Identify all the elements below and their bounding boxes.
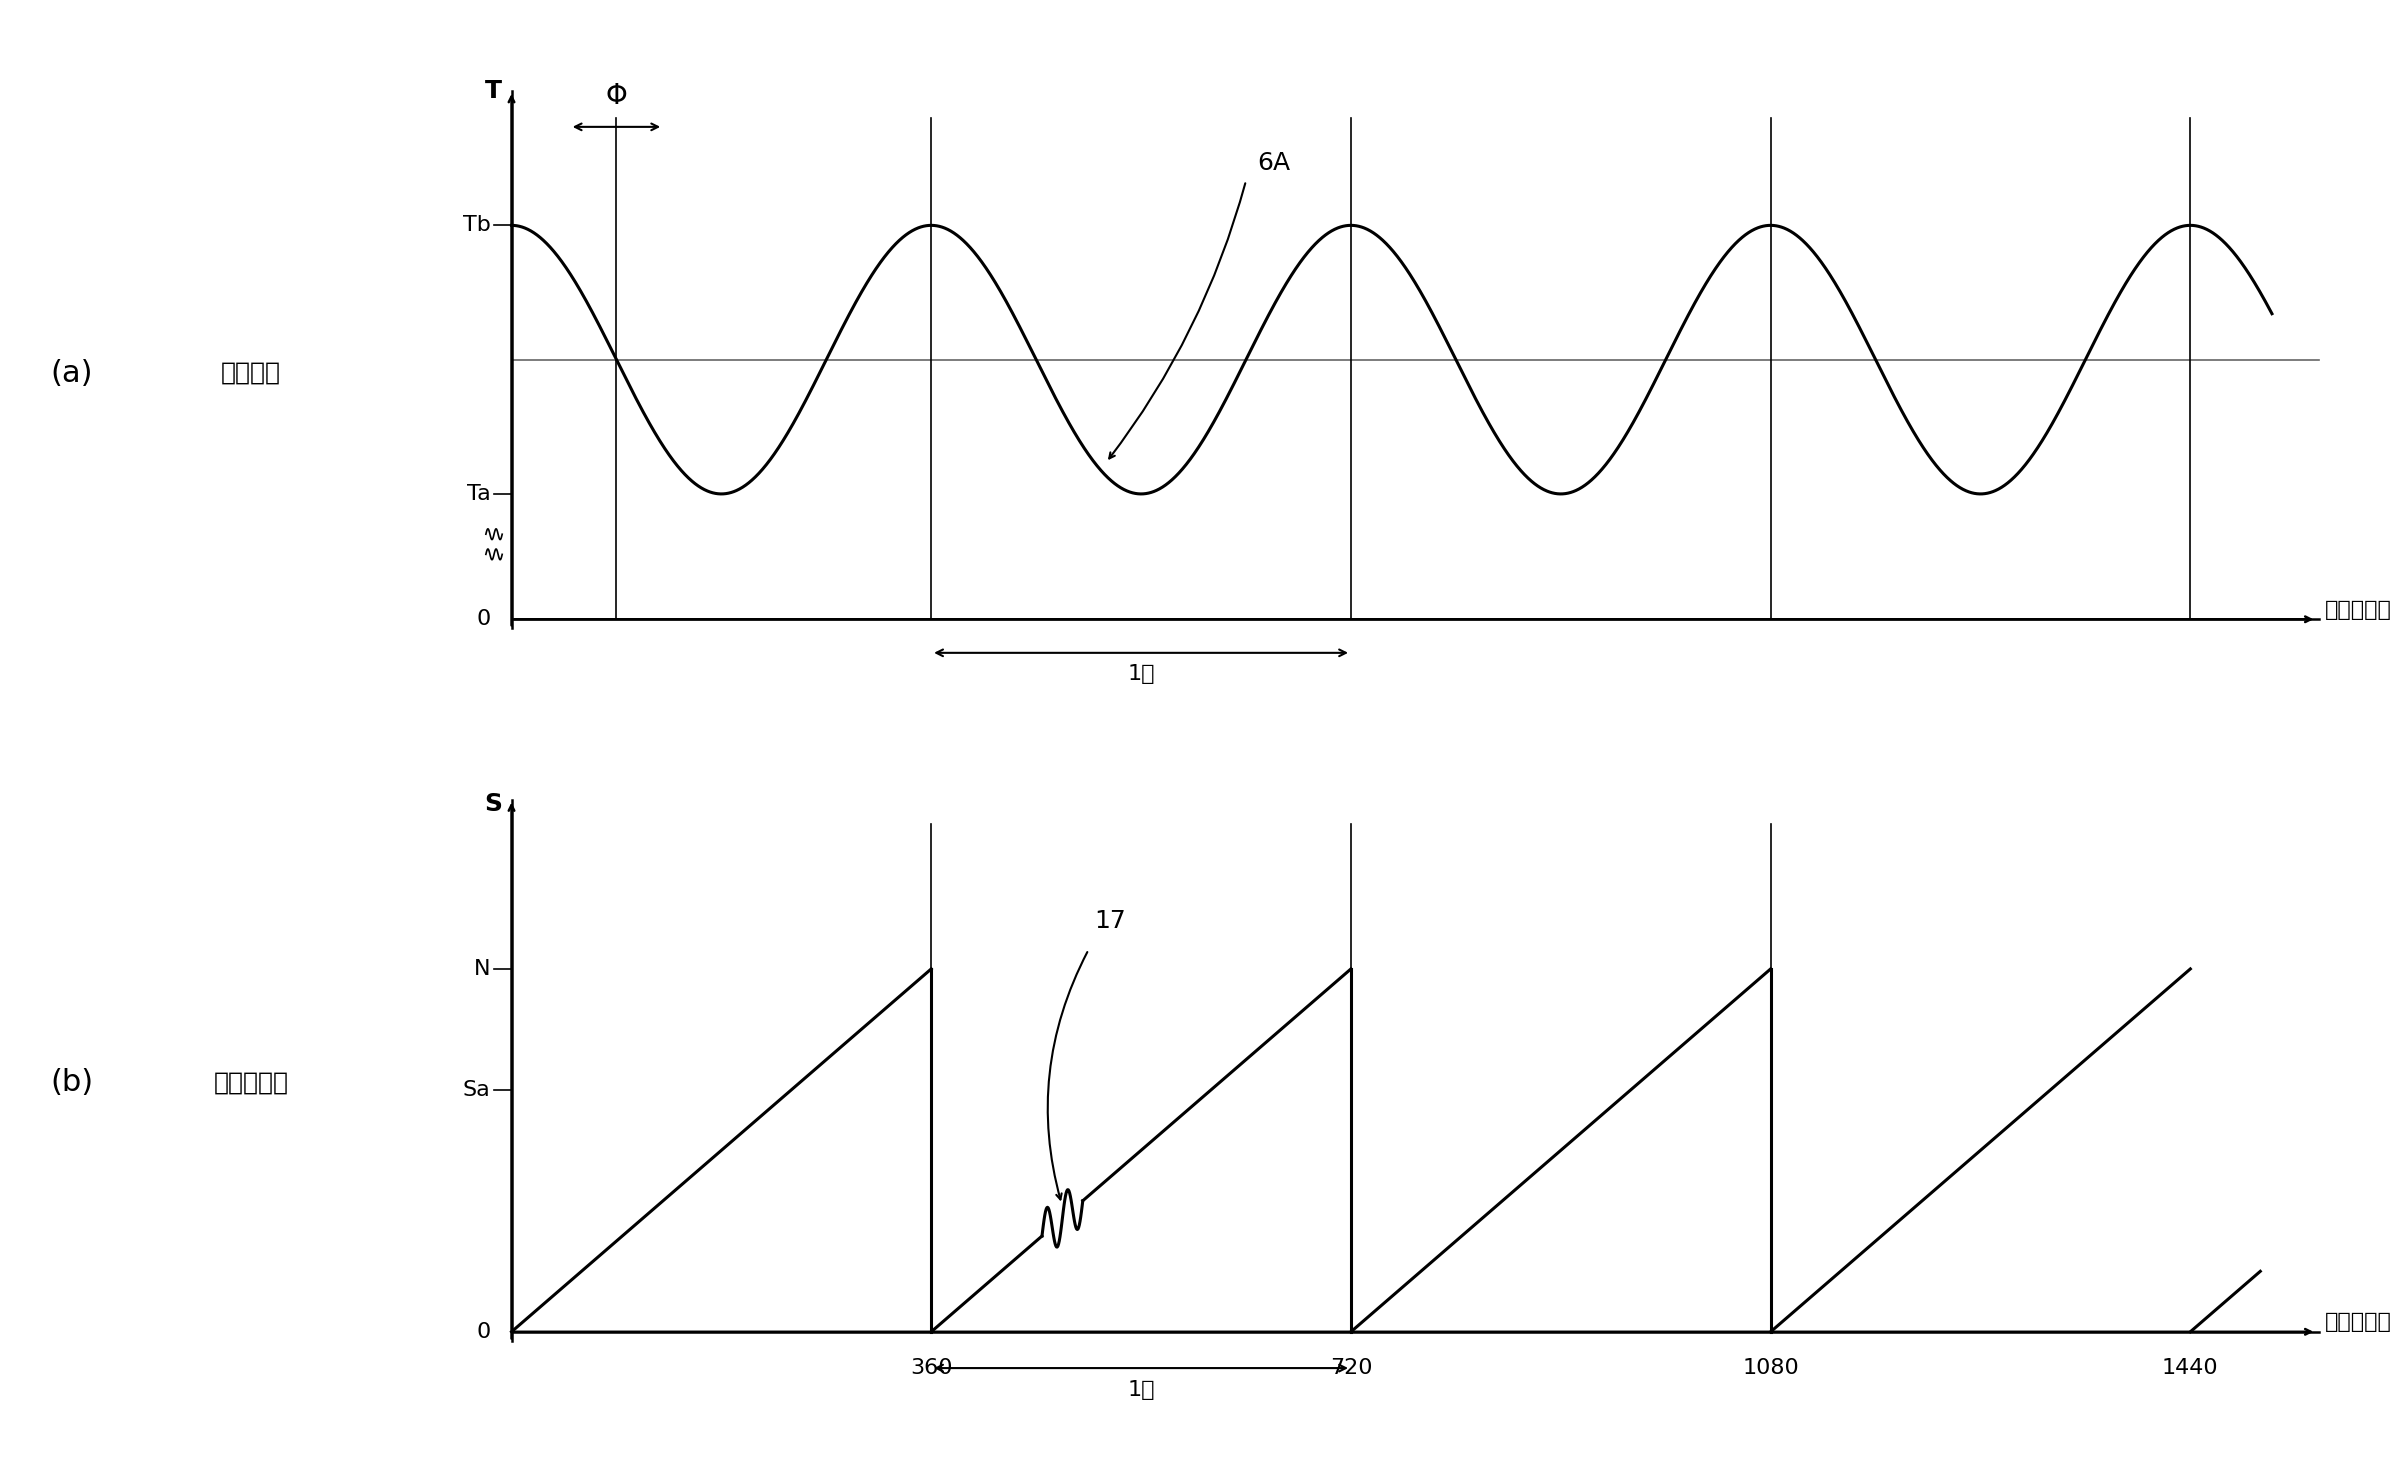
Text: 1440: 1440 — [2163, 1359, 2218, 1378]
Text: 旋转角（度）: 旋转角（度） — [2325, 600, 2390, 620]
Text: 720: 720 — [1329, 1359, 1372, 1378]
Text: Φ: Φ — [605, 82, 626, 110]
Text: 1圈: 1圈 — [1128, 1380, 1154, 1400]
Text: Sa: Sa — [464, 1080, 490, 1100]
Text: 6A: 6A — [1257, 151, 1291, 174]
Text: 360: 360 — [911, 1359, 954, 1378]
Text: 1080: 1080 — [1742, 1359, 1800, 1378]
Text: 磁头位置: 磁头位置 — [220, 361, 282, 385]
Text: 17: 17 — [1095, 909, 1126, 932]
Text: Ta: Ta — [466, 484, 490, 503]
Text: 伺服信息号: 伺服信息号 — [213, 1071, 289, 1094]
Text: 旋转角（度）: 旋转角（度） — [2325, 1312, 2390, 1333]
Text: (b): (b) — [50, 1068, 93, 1097]
Text: (a): (a) — [50, 358, 93, 388]
Text: 1圈: 1圈 — [1128, 664, 1154, 685]
Text: Tb: Tb — [464, 215, 490, 236]
Text: 0: 0 — [476, 1321, 490, 1342]
Text: N: N — [473, 958, 490, 979]
Text: T: T — [485, 79, 502, 102]
Text: S: S — [485, 793, 502, 816]
Text: 0: 0 — [476, 609, 490, 629]
